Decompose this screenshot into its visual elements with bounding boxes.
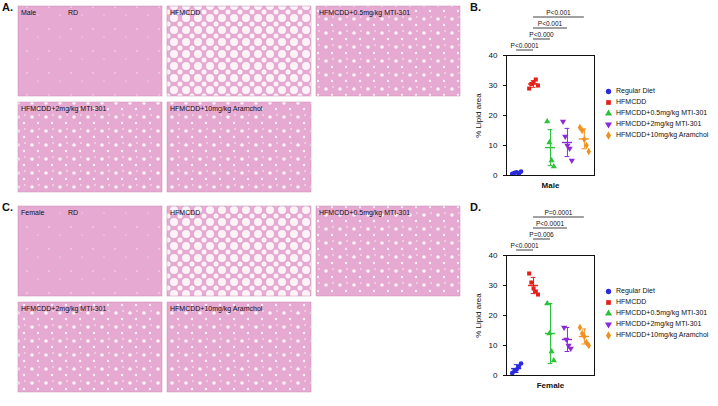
svg-text:HFMCDD+2mg/kg MTI-301: HFMCDD+2mg/kg MTI-301	[21, 305, 106, 313]
svg-text:P=0.0001: P=0.0001	[544, 209, 572, 216]
svg-text:HFMCDD: HFMCDD	[170, 209, 200, 216]
svg-text:P<0.001: P<0.001	[546, 9, 571, 16]
html-text:Regular Diet: Regular Diet	[616, 87, 655, 94]
svg-text:HFMCDD+10mg/kg Aramchol: HFMCDD+10mg/kg Aramchol	[170, 305, 263, 313]
svg-text:40: 40	[489, 51, 498, 60]
svg-text:40: 40	[489, 251, 498, 260]
html-text:HFMCDD: HFMCDD	[616, 298, 647, 305]
html-text:B.: B.	[470, 1, 481, 13]
svg-text:Male: Male	[542, 181, 560, 190]
html-text:HFMCDD+2mg/kg MTI-301: HFMCDD+2mg/kg MTI-301	[616, 120, 702, 127]
html-text:HFMCDD+10mg/kg Aramchol: HFMCDD+10mg/kg Aramchol	[616, 331, 709, 338]
svg-text:0: 0	[493, 171, 498, 180]
svg-text:P<0.0001: P<0.0001	[511, 242, 539, 249]
svg-text:Female: Female	[537, 381, 565, 390]
svg-text:P<0.0001: P<0.0001	[511, 42, 539, 49]
svg-text:20: 20	[489, 311, 498, 320]
html-text:HFMCDD+2mg/kg MTI-301: HFMCDD+2mg/kg MTI-301	[616, 320, 702, 327]
svg-text:% Lipid area: % Lipid area	[474, 93, 483, 138]
svg-text:0: 0	[493, 371, 498, 380]
svg-text:P<0.001: P<0.001	[538, 20, 563, 27]
svg-text:RD: RD	[68, 9, 78, 16]
svg-text:10: 10	[489, 341, 498, 350]
svg-text:C.: C.	[2, 201, 13, 213]
svg-text:20: 20	[489, 111, 498, 120]
html-text:HFMCDD+0.5mg/kg MTI-301: HFMCDD+0.5mg/kg MTI-301	[616, 109, 708, 116]
svg-text:30: 30	[489, 81, 498, 90]
html-text:Regular Diet: Regular Diet	[616, 287, 655, 294]
html-text:HFMCDD+10mg/kg Aramchol: HFMCDD+10mg/kg Aramchol	[616, 131, 709, 138]
svg-text:P=0.006: P=0.006	[529, 231, 554, 238]
svg-text:% Lipid area: % Lipid area	[474, 293, 483, 338]
svg-text:30: 30	[489, 281, 498, 290]
svg-text:P<0.000: P<0.000	[529, 31, 554, 38]
svg-text:A.: A.	[2, 1, 13, 13]
svg-text:Male: Male	[21, 9, 36, 16]
svg-text:HFMCDD+0.5mg/kg MTI-301: HFMCDD+0.5mg/kg MTI-301	[319, 9, 410, 17]
svg-text:HFMCDD+2mg/kg MTI-301: HFMCDD+2mg/kg MTI-301	[21, 105, 106, 113]
svg-text:P<0.0001: P<0.0001	[536, 220, 564, 227]
svg-text:RD: RD	[68, 209, 78, 216]
svg-text:Female: Female	[21, 209, 44, 216]
html-text:D.: D.	[470, 201, 481, 213]
html-text:HFMCDD+0.5mg/kg MTI-301: HFMCDD+0.5mg/kg MTI-301	[616, 309, 708, 316]
svg-text:10: 10	[489, 141, 498, 150]
svg-text:HFMCDD+0.5mg/kg MTI-301: HFMCDD+0.5mg/kg MTI-301	[319, 209, 410, 217]
html-text:HFMCDD: HFMCDD	[616, 98, 647, 105]
svg-text:HFMCDD: HFMCDD	[170, 9, 200, 16]
svg-text:HFMCDD+10mg/kg Aramchol: HFMCDD+10mg/kg Aramchol	[170, 105, 263, 113]
